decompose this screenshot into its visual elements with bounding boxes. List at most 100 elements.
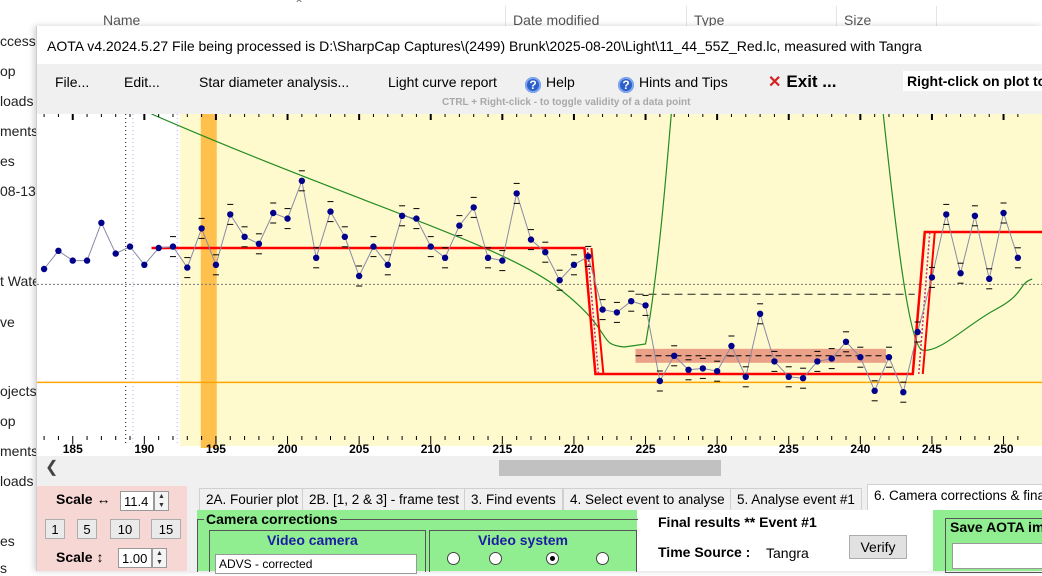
data-point xyxy=(886,354,892,360)
tab-find-events[interactable]: 3. Find events xyxy=(464,488,563,510)
data-point xyxy=(471,204,477,210)
x-tick-label: 250 xyxy=(994,442,1014,456)
x-tick-label: 195 xyxy=(206,442,226,456)
video-camera-title: Video camera xyxy=(267,532,358,548)
video-system-radio-1[interactable] xyxy=(447,552,460,565)
menu-hints-label: Hints and Tips xyxy=(639,74,728,90)
data-point xyxy=(413,215,419,221)
data-point xyxy=(170,243,176,249)
data-point xyxy=(385,262,391,268)
data-point xyxy=(585,253,591,259)
tab-frame-test[interactable]: 2B. [1, 2 & 3] - frame test xyxy=(302,488,466,510)
tab-fourier-plot[interactable]: 2A. Fourier plot xyxy=(199,488,305,510)
tab-camera-corrections[interactable]: 6. Camera corrections & fina xyxy=(867,484,1042,510)
data-point xyxy=(399,213,405,219)
camera-select[interactable]: ADVS - corrected xyxy=(215,554,417,574)
close-icon: ✕ xyxy=(768,74,781,91)
data-point xyxy=(84,257,90,263)
data-point xyxy=(513,190,519,196)
scale-button-1[interactable]: 1 xyxy=(45,519,65,539)
scale-vertical-spinner[interactable]: ▲▼ xyxy=(152,548,167,568)
data-point xyxy=(843,339,849,345)
title-bar[interactable]: AOTA v4.2024.5.27 File being processed i… xyxy=(37,26,1042,64)
data-point xyxy=(900,389,906,395)
scale-horizontal-input[interactable]: 11.4 xyxy=(120,491,154,511)
data-point xyxy=(871,388,877,394)
data-point xyxy=(141,262,147,268)
scale-button-15[interactable]: 15 xyxy=(151,519,181,539)
menu-star-diameter[interactable]: Star diameter analysis... xyxy=(199,74,349,90)
scale-horizontal-spinner[interactable]: ▲▼ xyxy=(154,491,169,511)
x-tick-label: 185 xyxy=(63,442,83,456)
explorer-nav-item[interactable]: 08-13 xyxy=(0,183,36,199)
explorer-nav-item[interactable]: t Wate xyxy=(0,273,40,289)
data-point xyxy=(113,250,119,256)
data-point xyxy=(127,243,133,249)
explorer-nav-item[interactable]: ccess xyxy=(0,33,36,49)
tab-analyse-event[interactable]: 5. Analyse event #1 xyxy=(730,488,862,510)
scrollbar-thumb[interactable] xyxy=(499,460,721,476)
explorer-nav-item[interactable]: es xyxy=(0,533,15,549)
data-point xyxy=(857,354,863,360)
horizontal-scrollbar[interactable]: ❮ xyxy=(37,456,1042,478)
save-input[interactable] xyxy=(952,543,1042,569)
x-tick-label: 220 xyxy=(564,442,584,456)
data-point xyxy=(528,236,534,242)
data-point xyxy=(914,329,920,335)
data-point xyxy=(671,353,677,359)
video-system-title: Video system xyxy=(478,532,568,548)
data-point xyxy=(771,358,777,364)
explorer-nav-item[interactable]: ojects xyxy=(0,383,37,399)
video-system-radio-3[interactable] xyxy=(546,552,559,565)
scale-button-5[interactable]: 5 xyxy=(77,519,97,539)
x-tick-label: 225 xyxy=(636,442,656,456)
data-point xyxy=(972,213,978,219)
data-point xyxy=(814,358,820,364)
tab-select-event[interactable]: 4. Select event to analyse xyxy=(563,488,732,510)
data-point xyxy=(198,225,204,231)
data-point xyxy=(556,277,562,283)
time-source-value: Tangra xyxy=(766,545,809,561)
data-point xyxy=(213,262,219,268)
video-system-radio-4[interactable] xyxy=(596,552,609,565)
menu-hints[interactable]: ?Hints and Tips xyxy=(618,74,728,93)
bottom-panel: Scale ↔ 11.4 ▲▼ 1 5 10 15 Scale ↕ 1.00 ▲… xyxy=(37,478,1042,571)
explorer-nav-item[interactable]: op xyxy=(0,413,16,429)
time-source-label: Time Source : xyxy=(658,544,750,560)
explorer-nav-item[interactable]: s xyxy=(0,560,7,576)
explorer-nav-item[interactable]: loads xyxy=(0,473,33,489)
explorer-nav-item[interactable]: ments xyxy=(0,123,38,139)
verify-button[interactable]: Verify xyxy=(849,535,907,559)
data-point xyxy=(800,375,806,381)
video-system-radio-2[interactable] xyxy=(489,552,502,565)
data-point xyxy=(700,365,706,371)
menu-file[interactable]: File... xyxy=(55,74,89,90)
data-point xyxy=(428,243,434,249)
data-point xyxy=(41,266,47,272)
menu-light-curve-report[interactable]: Light curve report xyxy=(388,74,497,90)
explorer-nav-item[interactable]: ve xyxy=(0,314,15,330)
x-tick-label: 190 xyxy=(134,442,154,456)
data-point xyxy=(728,343,734,349)
menu-help[interactable]: ?Help xyxy=(525,74,575,93)
camera-select-value: ADVS - corrected xyxy=(219,557,312,571)
data-point xyxy=(442,255,448,261)
explorer-nav-item[interactable]: op xyxy=(0,63,16,79)
data-point xyxy=(614,309,620,315)
menu-exit-label: Exit ... xyxy=(786,72,836,91)
tab-content: Camera corrections Video camera ADVS - c… xyxy=(197,510,1042,571)
menu-edit[interactable]: Edit... xyxy=(124,74,160,90)
explorer-nav-item[interactable]: es xyxy=(0,153,15,169)
scale-vertical-input[interactable]: 1.00 xyxy=(118,548,152,568)
x-tick-label: 205 xyxy=(349,442,369,456)
scroll-left-icon[interactable]: ❮ xyxy=(45,457,58,477)
menu-exit[interactable]: ✕ Exit ... xyxy=(768,72,836,92)
data-point xyxy=(227,211,233,217)
data-point xyxy=(155,245,161,251)
explorer-nav-item[interactable]: ments xyxy=(0,443,38,459)
data-point xyxy=(757,311,763,317)
explorer-nav-item[interactable]: loads xyxy=(0,93,33,109)
scale-button-10[interactable]: 10 xyxy=(110,519,140,539)
